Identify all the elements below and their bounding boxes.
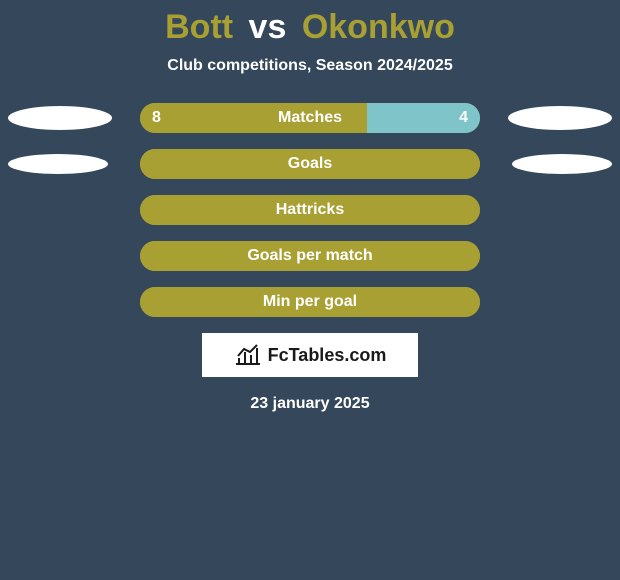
- player1-avatar: [8, 106, 112, 130]
- stat-bar: Goals per match: [140, 241, 480, 271]
- bar-left-half: [140, 195, 480, 225]
- logo-text: FcTables.com: [268, 345, 387, 366]
- stat-bar: Min per goal: [140, 287, 480, 317]
- stat-bar: Matches84: [140, 103, 480, 133]
- date-label: 23 january 2025: [0, 395, 620, 413]
- stat-row: Hattricks: [0, 195, 620, 225]
- stat-row: Goals per match: [0, 241, 620, 271]
- stat-bar: Goals: [140, 149, 480, 179]
- stats-container: Matches84 Goals Hattricks Goals per match Mi…: [0, 103, 620, 317]
- bar-left-half: [140, 241, 480, 271]
- bar-left-half: [140, 149, 480, 179]
- stat-bar: Hattricks: [140, 195, 480, 225]
- bar-left-half: [140, 287, 480, 317]
- player2-avatar: [508, 106, 612, 130]
- subtitle: Club competitions, Season 2024/2025: [0, 57, 620, 75]
- player2-avatar: [512, 154, 612, 174]
- stat-row: Goals: [0, 149, 620, 179]
- stat-row: Min per goal: [0, 287, 620, 317]
- stat-row: Matches84: [0, 103, 620, 133]
- page-title: Bott vs Okonkwo: [0, 0, 620, 47]
- logo-box: FcTables.com: [202, 333, 418, 377]
- fctables-icon: [234, 344, 262, 366]
- vs-label: vs: [249, 8, 287, 46]
- bar-right-half: [367, 103, 480, 133]
- player2-name: Okonkwo: [302, 8, 455, 46]
- bar-left-half: [140, 103, 367, 133]
- player1-name: Bott: [165, 8, 233, 46]
- player1-avatar: [8, 154, 108, 174]
